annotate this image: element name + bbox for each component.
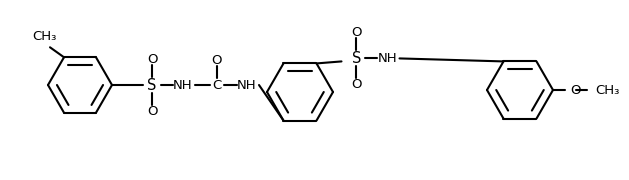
Text: O: O [351, 26, 362, 39]
Text: O: O [147, 53, 157, 66]
Text: S: S [147, 78, 157, 93]
Text: C: C [213, 78, 221, 91]
Text: NH: NH [377, 52, 398, 65]
Text: CH₃: CH₃ [595, 84, 620, 96]
Text: NH: NH [173, 78, 193, 91]
Text: O: O [147, 105, 157, 118]
Text: S: S [352, 51, 361, 66]
Text: CH₃: CH₃ [32, 30, 56, 43]
Text: O: O [570, 84, 581, 96]
Text: O: O [212, 53, 222, 66]
Text: O: O [351, 78, 362, 91]
Text: NH: NH [237, 78, 257, 91]
